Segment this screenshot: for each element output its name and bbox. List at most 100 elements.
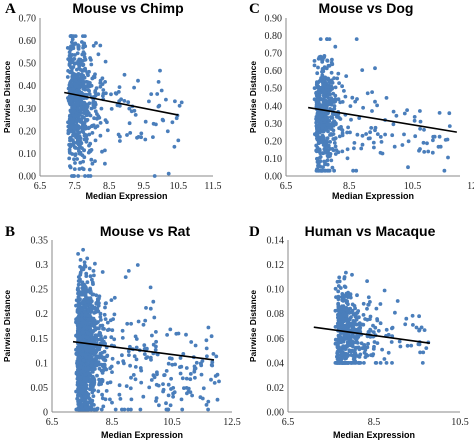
data-point <box>336 284 341 288</box>
data-point <box>76 394 80 398</box>
data-point <box>314 103 319 107</box>
data-point <box>340 84 344 89</box>
data-point <box>165 333 170 337</box>
data-point <box>158 68 162 73</box>
y-tick-label: 0.1 <box>36 358 49 369</box>
data-point <box>131 373 136 377</box>
chart-title: Human vs Macaque <box>305 223 436 239</box>
y-tick-label: 0.00 <box>19 172 37 183</box>
data-point <box>150 333 154 338</box>
data-point <box>199 372 204 377</box>
data-point <box>371 140 376 145</box>
data-point <box>68 116 73 121</box>
data-point <box>330 57 334 62</box>
data-point <box>81 167 86 172</box>
data-point <box>88 317 93 322</box>
data-point <box>156 104 161 109</box>
data-point <box>97 326 101 331</box>
data-point <box>390 133 395 138</box>
data-point <box>402 132 406 137</box>
data-point <box>68 129 73 134</box>
data-point <box>100 270 105 274</box>
data-point <box>357 355 362 359</box>
data-point <box>431 134 436 139</box>
data-point <box>447 124 452 128</box>
data-point <box>161 118 166 123</box>
data-point <box>77 387 82 392</box>
data-point <box>129 321 134 326</box>
data-point <box>91 394 96 398</box>
data-point <box>333 286 338 291</box>
data-point <box>117 85 122 89</box>
data-point <box>125 133 129 137</box>
data-point <box>188 390 193 394</box>
data-point <box>389 340 394 344</box>
data-point <box>112 295 117 300</box>
data-point <box>93 89 98 93</box>
data-point <box>378 302 383 306</box>
data-point <box>155 372 159 377</box>
data-point <box>319 76 323 80</box>
data-point <box>71 57 76 62</box>
data-point <box>166 382 171 387</box>
data-point <box>321 165 325 170</box>
data-point <box>80 349 85 354</box>
data-point <box>82 148 86 153</box>
data-point <box>128 386 133 391</box>
data-point <box>162 373 167 378</box>
y-axis-label: Pairwise Distance <box>2 61 12 134</box>
data-point <box>152 315 157 320</box>
data-point <box>320 67 325 72</box>
data-point <box>154 339 159 344</box>
data-point <box>73 153 78 158</box>
data-point <box>384 361 389 365</box>
data-point <box>82 394 87 399</box>
data-point <box>81 247 85 252</box>
data-point <box>72 105 77 110</box>
data-point <box>366 295 371 300</box>
data-point <box>101 326 105 331</box>
data-point <box>345 130 349 135</box>
data-point <box>132 354 137 359</box>
data-point <box>328 147 332 151</box>
data-point <box>93 109 98 114</box>
data-point <box>318 103 323 107</box>
data-point <box>98 84 103 89</box>
data-point <box>333 136 338 141</box>
data-point <box>99 334 103 338</box>
data-point <box>72 102 77 107</box>
data-point <box>88 379 93 383</box>
data-point <box>390 361 394 365</box>
data-point <box>317 123 321 128</box>
data-point <box>315 131 320 136</box>
data-point <box>94 336 98 341</box>
data-point <box>362 361 366 365</box>
data-point <box>342 312 346 316</box>
data-point <box>446 155 450 160</box>
y-tick-label: 0.02 <box>267 383 285 394</box>
data-point <box>74 303 78 308</box>
data-point <box>379 140 384 144</box>
panel-letter: A <box>5 1 16 17</box>
y-tick-label: 0.15 <box>31 334 49 345</box>
data-point <box>425 141 429 146</box>
data-point <box>133 334 138 339</box>
data-point <box>108 397 112 402</box>
data-point <box>322 139 327 144</box>
data-point <box>343 94 348 99</box>
data-point <box>142 352 147 356</box>
data-point <box>67 156 72 161</box>
data-point <box>139 131 144 136</box>
data-point <box>77 117 82 122</box>
data-point <box>95 373 99 378</box>
data-point <box>192 364 197 369</box>
data-point <box>323 144 328 149</box>
data-point <box>339 126 343 131</box>
data-point <box>321 129 326 134</box>
data-point <box>180 407 185 412</box>
data-point <box>87 132 92 137</box>
data-point <box>122 99 127 103</box>
data-point <box>71 140 76 145</box>
data-point <box>80 286 85 290</box>
data-point <box>80 52 85 57</box>
